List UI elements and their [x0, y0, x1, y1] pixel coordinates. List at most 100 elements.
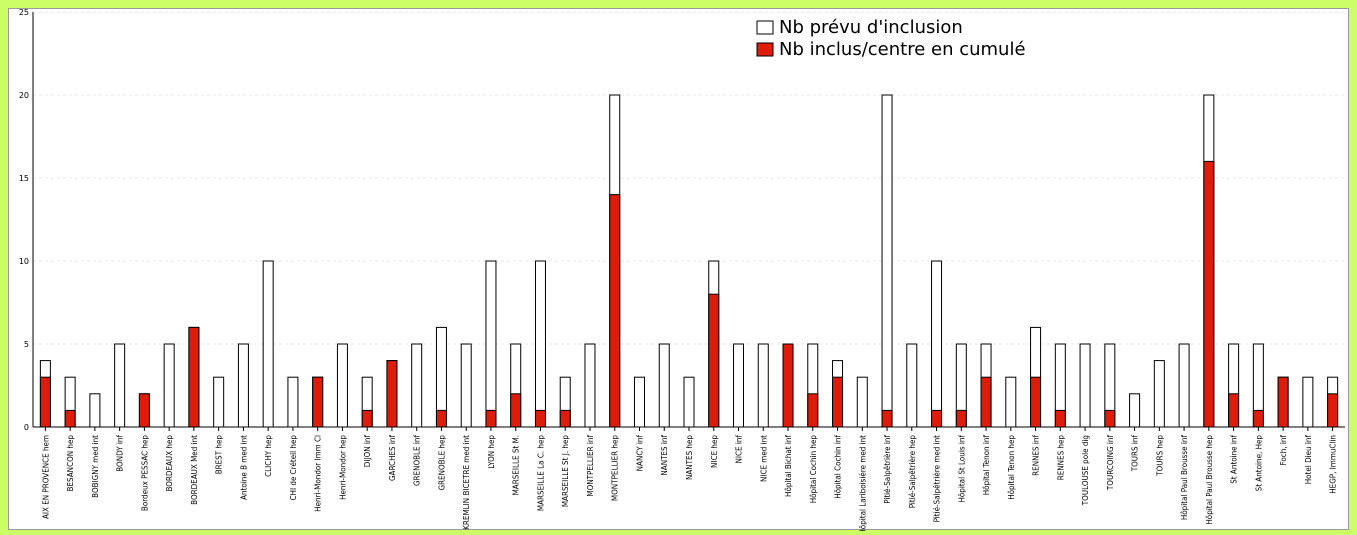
bar-included [386, 360, 398, 428]
bar-planned [1005, 376, 1017, 428]
bar-planned [1302, 376, 1314, 428]
bar-planned [1129, 393, 1141, 428]
x-tick-label: NANTES hep [685, 435, 694, 480]
x-tick-label: TOURS hep [1155, 435, 1164, 477]
bar-planned [460, 343, 472, 428]
x-tick-label: MARSEILLE St J. hep [561, 435, 570, 508]
bar-planned [213, 376, 225, 428]
bar-planned [1178, 343, 1190, 428]
x-tick-label: TOURS inf [1131, 435, 1140, 473]
x-tick-label: BESANCON hep [66, 435, 75, 492]
x-tick-label: NICE med int [759, 435, 768, 482]
x-tick-label: Hôpital Cochin inf [833, 435, 843, 499]
bar-included [534, 409, 546, 428]
x-tick-label: Bordeux PESSAC hep [140, 435, 149, 512]
bar-included [188, 326, 200, 428]
x-tick-label: BORDEAUX Med int [190, 435, 199, 505]
y-tick-label: 5 [24, 340, 29, 349]
x-tick-label: Pitié-Salpêtrière inf [882, 435, 892, 504]
x-tick-label: GRENOBLE inf [413, 435, 422, 487]
bar-included [138, 393, 150, 428]
x-tick-label: Foch, inf [1279, 435, 1288, 466]
x-tick-label: BONDY inf [116, 435, 125, 472]
bar-included [559, 409, 571, 428]
bar-planned [163, 343, 175, 428]
bar-planned [237, 343, 249, 428]
legend-swatch-included [756, 42, 774, 57]
x-tick-label: BORDEAUX hep [165, 435, 174, 492]
y-tick-label: 0 [24, 423, 29, 432]
bar-planned [658, 343, 670, 428]
x-tick-label: BOBIGNY med int [91, 435, 100, 498]
x-tick-label: Pitié-Salpêtrière hep [907, 435, 917, 509]
x-tick-label: Hôpital St Louis inf [956, 435, 966, 503]
bar-included [39, 376, 51, 428]
bar-included [1228, 393, 1240, 428]
x-tick-label: Henri-Mondor hep [338, 435, 347, 500]
bar-included [609, 194, 621, 428]
x-tick-label: MARSEILLE St M. [512, 435, 521, 495]
bar-planned [411, 343, 423, 428]
bar-planned [683, 376, 695, 428]
bar-included [832, 376, 844, 428]
y-tick-label: 10 [19, 257, 29, 266]
bar-planned [89, 393, 101, 428]
bar-planned [336, 343, 348, 428]
bar-planned [287, 376, 299, 428]
x-tick-label: Hotel Dieu inf [1304, 435, 1313, 485]
x-tick-label: DIJON inf [363, 435, 372, 468]
bar-included [361, 409, 373, 428]
y-tick-label: 25 [19, 9, 29, 17]
x-tick-label: HEGP, ImmuClin [1329, 435, 1338, 494]
x-tick-label: NICE inf [735, 435, 744, 464]
bar-planned [114, 343, 126, 428]
x-tick-label: Hôpital Tenon inf [981, 435, 991, 496]
x-tick-label: Hôpital Bichat inf [783, 435, 793, 497]
legend-label-planned: Nb prévu d'inclusion [779, 17, 963, 38]
x-tick-label: St Antoine inf [1230, 435, 1239, 484]
bar-included [435, 409, 447, 428]
x-tick-label: Hôpital Cochin hep [808, 435, 818, 504]
x-tick-label: AIX EN PROVENCE hem [41, 435, 50, 519]
bar-planned [534, 260, 546, 428]
x-tick-label: NICE hep [710, 435, 719, 468]
bar-planned [931, 260, 943, 428]
bar-included [1252, 409, 1264, 428]
x-tick-label: CHI de Créteil hep [288, 435, 298, 501]
bar-planned [1153, 360, 1165, 428]
y-tick-label: 20 [19, 91, 29, 100]
x-tick-label: LYON hep [487, 435, 496, 469]
bar-chart: 0 5 10 15 20 25 AIX EN PROVENCE hem BESANCON he… [19, 9, 1345, 531]
x-tick-label: Hôpital Tenon hep [1006, 435, 1016, 500]
x-tick-label: MARSEILLE La C. hep [536, 435, 545, 512]
x-tick-label: St Antoine, Hep [1254, 435, 1263, 492]
x-tick-label: CLICHY hep [264, 435, 273, 477]
bar-included [708, 293, 720, 428]
bar-included [980, 376, 992, 428]
x-tick-label: Pitié-Salpêtrière med int [932, 435, 942, 523]
x-tick-label: GARCHES inf [388, 435, 397, 482]
bar-included [510, 393, 522, 428]
bar-planned [633, 376, 645, 428]
x-tick-label: NANCY inf [635, 435, 644, 472]
bar-included [64, 409, 76, 428]
x-tick-label: TOURCOING inf [1106, 435, 1115, 492]
legend-swatch-planned [756, 20, 774, 35]
bar-planned [262, 260, 274, 428]
bar-planned [906, 343, 918, 428]
bar-included [1277, 376, 1289, 428]
chart-frame: 0 5 10 15 20 25 AIX EN PROVENCE hem BESANCON he… [8, 8, 1349, 531]
x-tick-label: GRENOBLE hep [437, 435, 446, 491]
bar-included [881, 409, 893, 428]
bar-included [931, 409, 943, 428]
bar-included [1327, 393, 1339, 428]
bar-included [485, 409, 497, 428]
bar-included [312, 376, 324, 428]
bar-included [782, 343, 794, 428]
y-tick-label: 15 [19, 174, 29, 183]
bar-planned [1079, 343, 1091, 428]
x-tick-label: TOULOUSE pole dig [1081, 435, 1090, 506]
x-tick-label: Henri-Mondor Imm Cl [314, 435, 323, 512]
bar-planned [733, 343, 745, 428]
bar-included [955, 409, 967, 428]
